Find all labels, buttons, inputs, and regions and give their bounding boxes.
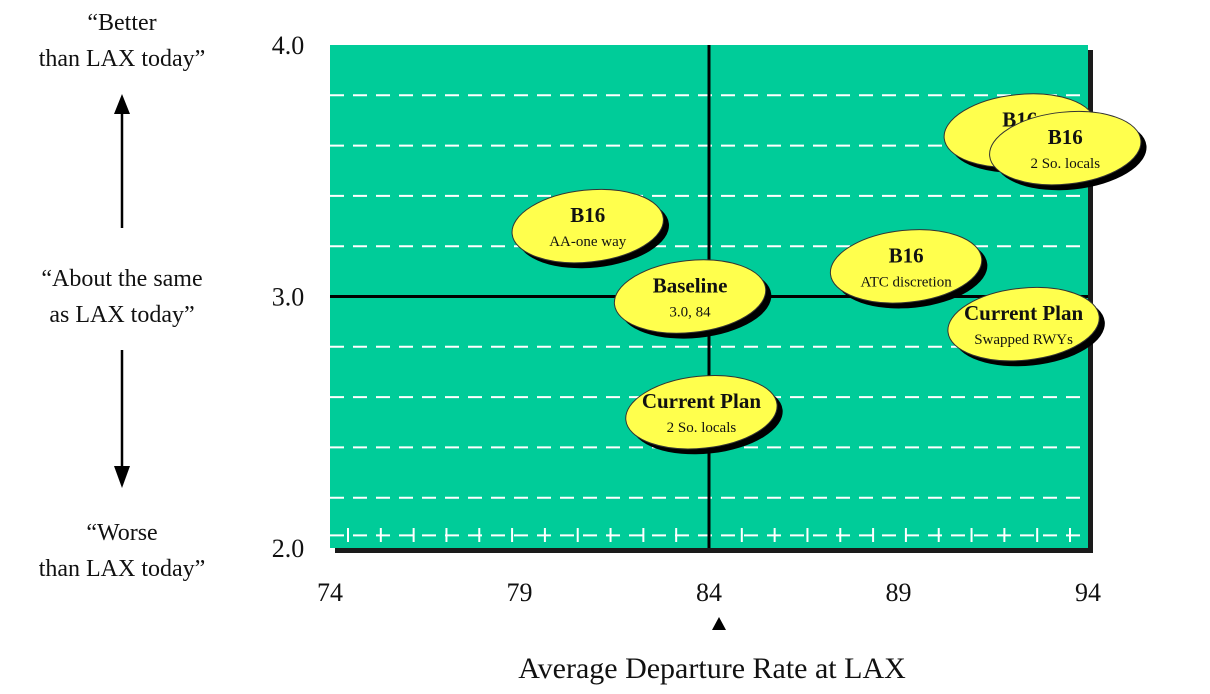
- axes: 2.0 3.0 4.0 74 79 84 89 94 Average Departure Rat…: [272, 31, 1101, 685]
- y-tick-label: 4.0: [272, 31, 305, 60]
- annotation-better-line1: “Better: [87, 10, 156, 36]
- data-points: B16 AA-one way Baseline 3.0, 84 Current Plan…: [511, 93, 1147, 455]
- data-point-title: B16: [1048, 125, 1083, 149]
- x-tick-label: 74: [317, 578, 343, 607]
- data-point-subtitle: AA-one way: [549, 234, 627, 250]
- data-point-subtitle: 2 So. locals: [1030, 156, 1100, 172]
- y-tick-label: 3.0: [272, 283, 305, 312]
- data-point: B16 2 So. locals: [989, 110, 1147, 191]
- annotation-worse-line1: “Worse: [86, 520, 157, 546]
- x-tick-label: 84: [696, 578, 722, 607]
- data-point-title: Current Plan: [964, 301, 1084, 325]
- x-tick-label: 79: [507, 578, 533, 607]
- x-tick-label: 94: [1075, 578, 1101, 607]
- data-point: B16 ATC discretion: [829, 229, 988, 309]
- data-point-subtitle: 2 So. locals: [667, 420, 737, 436]
- data-point-subtitle: ATC discretion: [860, 274, 952, 290]
- data-point: Current Plan 2 So. locals: [625, 375, 783, 455]
- x-axis-label: Average Departure Rate at LAX: [518, 652, 906, 685]
- data-point: B16 AA-one way: [511, 188, 669, 269]
- data-point-bubble: [947, 286, 1100, 362]
- data-point-subtitle: 3.0, 84: [669, 305, 711, 321]
- annotation-better-line2: than LAX today”: [39, 46, 206, 72]
- data-point-title: Baseline: [653, 274, 728, 298]
- data-point-title: B16: [570, 203, 605, 227]
- data-point-bubble: [625, 375, 778, 450]
- arrow-up-head: [114, 94, 130, 114]
- data-point-bubble: [511, 188, 664, 264]
- data-point-subtitle: Swapped RWYs: [974, 332, 1073, 348]
- x-tick-label: 89: [886, 578, 912, 607]
- annotation-same-line2: as LAX today”: [49, 302, 194, 328]
- annotation-worse-line2: than LAX today”: [39, 556, 206, 582]
- y-annotations: “Better than LAX today” “About the same as …: [39, 10, 206, 582]
- arrow-down-head: [114, 466, 130, 488]
- annotation-same-line1: “About the same: [41, 266, 202, 292]
- data-point-bubble: [829, 229, 983, 304]
- data-point: Baseline 3.0, 84: [613, 259, 772, 339]
- data-point: Current Plan Swapped RWYs: [947, 286, 1105, 367]
- y-tick-label: 2.0: [272, 534, 305, 563]
- data-point-bubble: [613, 259, 767, 334]
- data-point-bubble: [989, 110, 1142, 186]
- data-point-title: Current Plan: [642, 389, 762, 413]
- data-point-title: B16: [889, 243, 924, 267]
- reference-marker-triangle: [712, 617, 726, 630]
